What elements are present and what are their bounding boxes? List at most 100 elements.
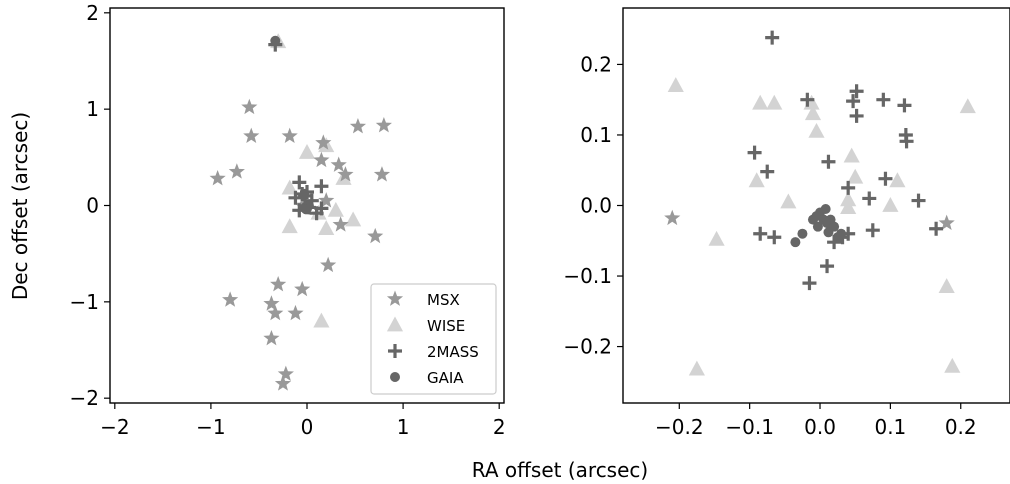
legend-marker-gaia — [390, 372, 400, 382]
data-point-2mass — [820, 259, 835, 274]
data-point-wise — [752, 94, 769, 110]
data-point-2mass — [298, 188, 313, 203]
legend-marker-msx — [386, 290, 404, 306]
data-point-2mass — [865, 223, 880, 238]
data-point-2mass — [862, 191, 877, 206]
data-point-msx — [270, 276, 287, 292]
data-point-2mass — [849, 84, 864, 99]
data-point-wise — [281, 179, 298, 195]
x-tick-label: 0.1 — [874, 415, 906, 439]
data-point-wise — [688, 360, 705, 376]
data-point-msx — [241, 98, 258, 115]
data-point-wise — [298, 144, 316, 159]
data-point-msx — [375, 117, 392, 133]
x-tick-label: 0.0 — [804, 415, 836, 439]
y-tick-label: −1 — [70, 290, 99, 314]
data-point-wise — [281, 218, 298, 234]
data-point-msx — [228, 163, 245, 179]
data-point-wise — [840, 191, 857, 207]
data-point-wise — [804, 105, 822, 121]
y-tick-label: 1 — [86, 97, 99, 121]
x-axis-label: RA offset (arcsec) — [472, 458, 648, 482]
data-point-msx — [320, 256, 337, 273]
x-tick-label: 0.2 — [945, 415, 977, 439]
data-point-gaia — [812, 221, 823, 232]
data-point-2mass — [760, 164, 775, 179]
data-point-msx — [277, 365, 294, 381]
plot-area — [664, 30, 976, 376]
data-point-wise — [889, 172, 906, 188]
y-tick-label: 0.0 — [580, 194, 612, 218]
data-point-2mass — [314, 201, 329, 216]
y-tick-label: 0.2 — [580, 52, 612, 76]
y-tick-label: 0 — [86, 194, 99, 218]
data-point-wise — [847, 168, 864, 184]
data-point-2mass — [802, 276, 817, 291]
data-point-2mass — [314, 179, 329, 194]
legend-label-wise: WISE — [427, 317, 465, 335]
data-point-2mass — [846, 94, 861, 109]
data-point-2mass — [821, 154, 836, 169]
data-point-msx — [373, 166, 391, 182]
data-point-gaia — [797, 228, 808, 239]
data-point-msx — [318, 192, 335, 208]
data-point-gaia — [820, 204, 831, 215]
data-point-wise — [327, 201, 344, 217]
data-point-wise — [766, 94, 783, 110]
data-point-wise — [748, 172, 765, 188]
data-point-wise — [944, 357, 961, 373]
data-point-2mass — [747, 145, 762, 160]
data-point-msx — [263, 329, 280, 346]
data-point-wise — [667, 77, 684, 92]
legend-marker-wise — [386, 316, 404, 332]
data-point-2mass — [800, 92, 815, 107]
data-point-msx — [337, 166, 354, 182]
legend-label-msx: MSX — [427, 291, 460, 309]
x-tick-label: 0 — [301, 415, 314, 439]
data-point-gaia — [823, 227, 834, 238]
data-point-2mass — [765, 30, 780, 45]
data-point-2mass — [899, 134, 914, 149]
data-point-gaia — [790, 237, 801, 248]
data-point-msx — [330, 156, 347, 172]
data-point-2mass — [897, 98, 912, 113]
x-tick-label: 1 — [397, 415, 410, 439]
data-point-msx — [938, 214, 955, 231]
data-point-wise — [708, 230, 725, 246]
data-point-msx — [313, 151, 330, 168]
x-tick-label: −2 — [100, 415, 129, 439]
data-point-wise — [843, 147, 860, 163]
right-panel: −0.2 −0.1 0.0 0.1 0.2 −0.2 −0.1 0.0 0.1 0.2 — [563, 7, 1010, 439]
x-tick-label: −1 — [196, 415, 225, 439]
data-point-2mass — [876, 92, 891, 107]
data-point-wise — [313, 312, 330, 328]
x-tick-label: −0.2 — [655, 415, 704, 439]
data-point-2mass — [878, 171, 893, 186]
data-point-wise — [808, 122, 825, 138]
data-point-2mass — [767, 230, 782, 245]
data-point-wise — [318, 220, 335, 235]
data-point-msx — [664, 209, 681, 226]
data-point-wise — [882, 197, 899, 212]
data-point-gaia — [301, 204, 312, 215]
data-point-msx — [294, 280, 311, 297]
y-tick-label: −0.1 — [563, 264, 612, 288]
y-tick-label: −0.2 — [563, 335, 612, 359]
data-point-msx — [332, 216, 349, 232]
legend: MSX WISE 2MASS GAIA — [370, 283, 497, 395]
data-point-2mass — [849, 108, 864, 123]
data-point-2mass — [292, 175, 307, 190]
data-point-msx — [267, 304, 284, 321]
data-point-wise — [840, 199, 857, 214]
data-point-msx — [315, 134, 332, 150]
x-tick-label: −0.1 — [725, 415, 774, 439]
y-tick-label: 2 — [86, 1, 99, 25]
data-point-wise — [959, 98, 976, 114]
data-point-wise — [938, 278, 955, 293]
data-point-msx — [287, 304, 304, 321]
data-point-msx — [274, 375, 292, 391]
y-tick-label: 0.1 — [580, 123, 612, 147]
y-tick-label: −2 — [70, 386, 99, 410]
data-point-2mass — [295, 186, 310, 201]
